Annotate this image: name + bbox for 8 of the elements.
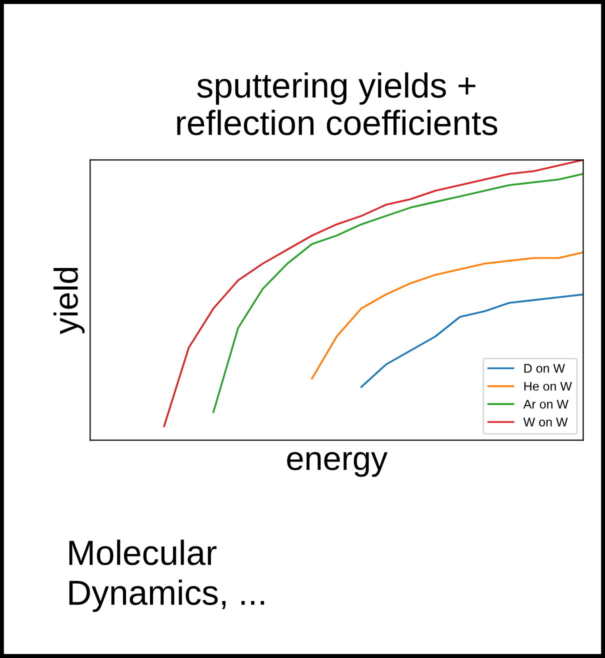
legend-label: D on W [524, 364, 565, 373]
legend-label: W on W [523, 418, 568, 426]
legend-label: He on W [524, 382, 572, 391]
legend-label: Ar on W [523, 400, 568, 409]
text: Molecular Dynamics, ... [69, 540, 264, 612]
y-axis-title: yield [54, 268, 85, 334]
x-axis-title: energy [287, 452, 388, 477]
chart-title: sputtering yields + reflection coefficients [177, 72, 498, 136]
